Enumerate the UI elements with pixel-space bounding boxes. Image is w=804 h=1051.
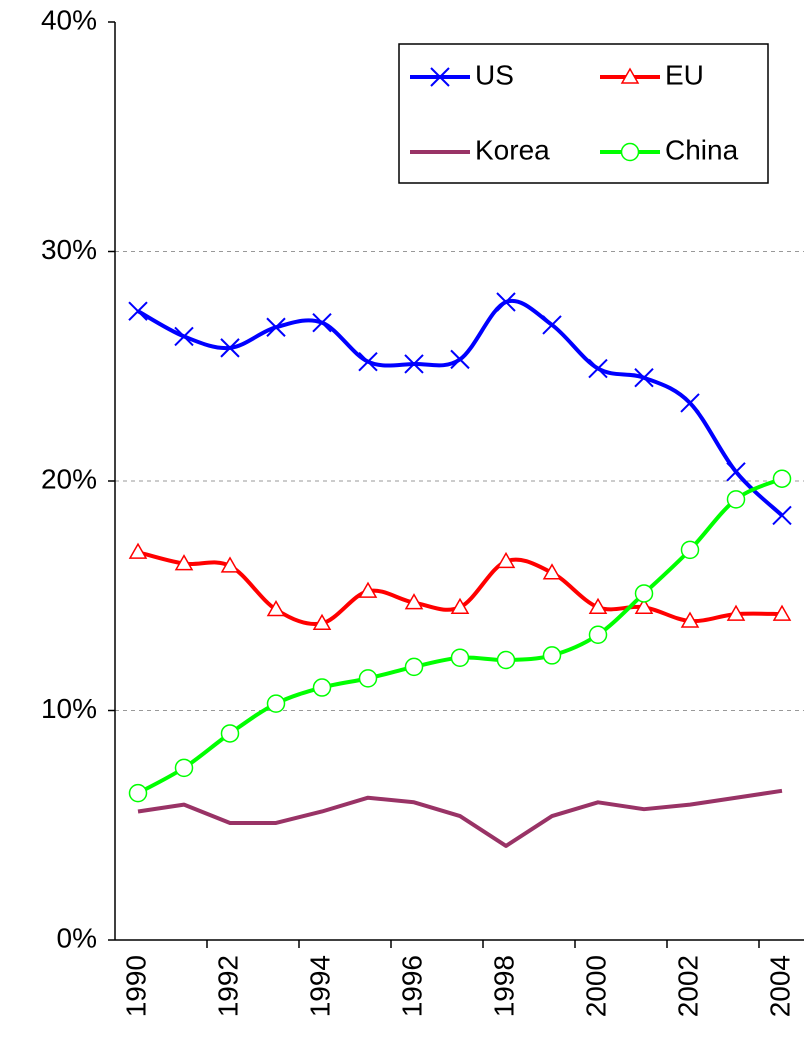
y-tick-label: 30% <box>41 234 97 265</box>
x-tick-label: 1990 <box>120 955 151 1017</box>
legend-label: US <box>475 59 514 90</box>
marker <box>174 758 194 778</box>
legend-label: EU <box>665 59 704 90</box>
marker <box>634 597 654 614</box>
y-tick-label: 0% <box>57 922 97 953</box>
marker <box>220 556 240 573</box>
marker <box>496 650 516 670</box>
marker <box>726 490 746 509</box>
marker <box>588 358 608 379</box>
marker <box>266 317 286 337</box>
marker <box>680 393 700 413</box>
marker <box>588 625 608 645</box>
marker <box>266 600 286 617</box>
marker <box>542 563 562 580</box>
marker <box>680 611 700 628</box>
x-tick-label: 2002 <box>672 955 703 1017</box>
marker <box>404 657 424 677</box>
marker <box>312 312 332 333</box>
marker <box>358 351 378 372</box>
x-tick-label: 1994 <box>304 955 335 1017</box>
marker <box>450 648 470 667</box>
legend-label: Korea <box>475 134 550 165</box>
marker <box>220 724 240 743</box>
marker <box>312 678 332 697</box>
marker <box>450 597 470 614</box>
x-tick-label: 1996 <box>396 955 427 1017</box>
marker <box>620 67 640 84</box>
x-tick-label: 1992 <box>212 955 243 1017</box>
marker <box>128 783 148 803</box>
y-tick-label: 10% <box>41 693 97 724</box>
marker <box>404 593 424 610</box>
marker <box>772 505 792 526</box>
marker <box>266 694 286 713</box>
marker <box>496 292 516 312</box>
marker <box>772 469 792 488</box>
marker <box>450 349 470 370</box>
x-tick-label: 2000 <box>580 955 611 1017</box>
marker <box>128 542 148 559</box>
marker <box>496 551 516 569</box>
legend-label: China <box>665 134 739 165</box>
y-tick-label: 40% <box>41 4 97 35</box>
marker <box>312 613 332 631</box>
marker <box>634 368 654 388</box>
marker <box>726 462 746 482</box>
x-tick-label: 1998 <box>488 955 519 1017</box>
marker <box>542 646 562 665</box>
marker <box>430 67 450 87</box>
marker <box>542 315 562 335</box>
y-tick-label: 20% <box>41 463 97 494</box>
marker <box>588 597 608 614</box>
marker <box>772 604 792 621</box>
marker <box>174 326 194 347</box>
marker <box>620 142 640 162</box>
marker <box>680 540 700 560</box>
x-tick-label: 2004 <box>764 955 795 1017</box>
series-line <box>137 476 783 795</box>
marker <box>358 669 378 688</box>
marker <box>634 584 654 603</box>
marker <box>220 338 240 358</box>
marker <box>358 581 378 598</box>
marker <box>174 554 194 571</box>
legend-box <box>398 43 769 184</box>
series-line <box>137 788 783 848</box>
marker <box>128 301 148 321</box>
marker <box>404 354 424 374</box>
marker <box>726 604 746 621</box>
